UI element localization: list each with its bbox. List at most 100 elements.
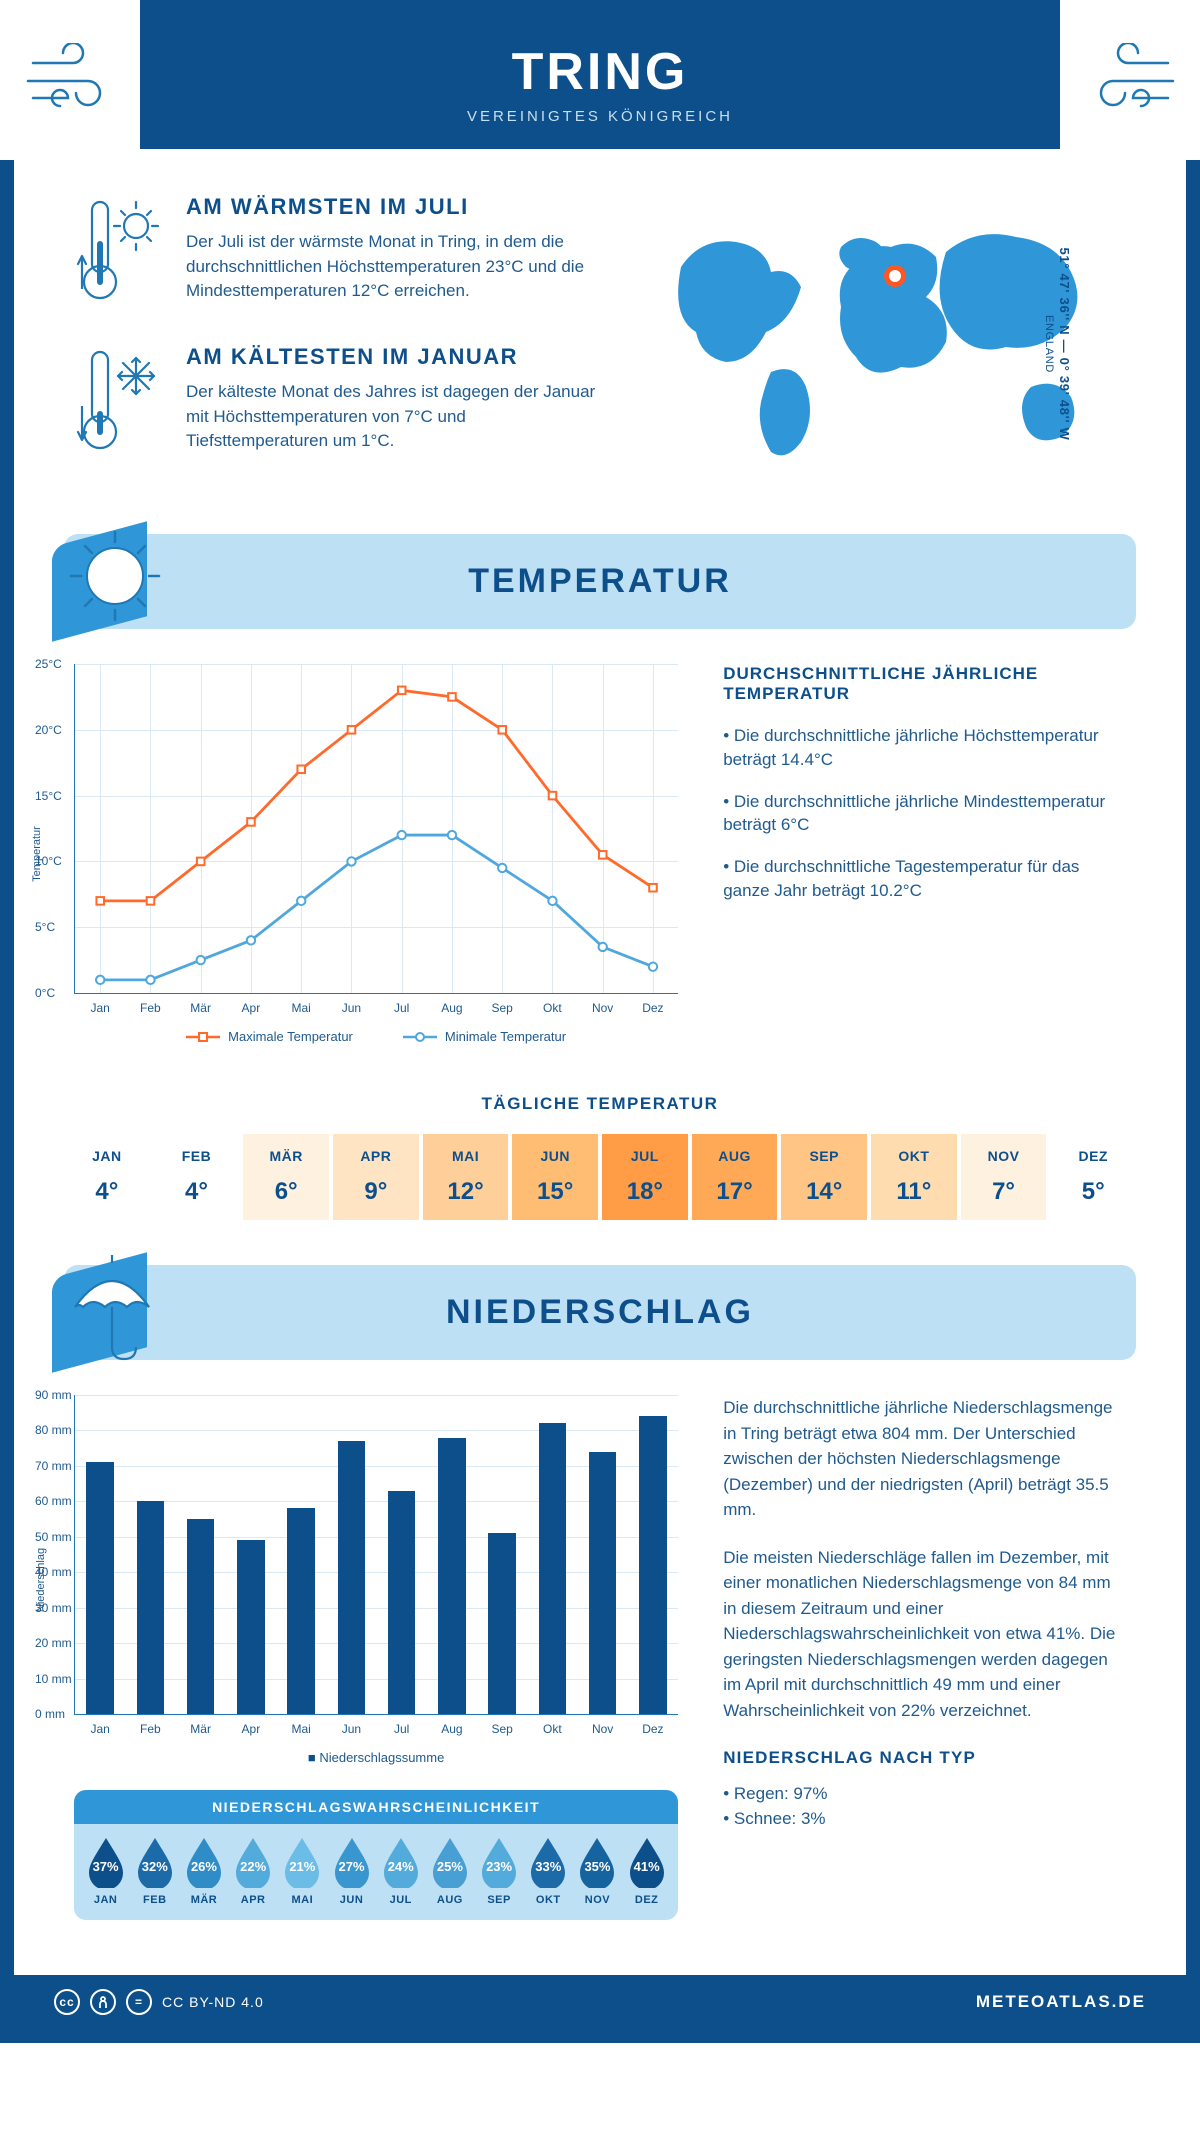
wind-icon-left — [0, 0, 140, 160]
precip-bar — [589, 1452, 617, 1714]
daily-temp-cell: AUG17° — [692, 1134, 778, 1220]
legend-min-temp: Minimale Temperatur — [403, 1029, 566, 1044]
prob-cell: 25% AUG — [426, 1836, 473, 1906]
thermometer-sun-icon — [74, 194, 164, 309]
daily-temp-cell: APR9° — [333, 1134, 419, 1220]
coldest-block: AM KÄLTESTEN IM JANUAR Der kälteste Mona… — [74, 344, 606, 459]
precip-bar — [488, 1533, 516, 1714]
prob-title: NIEDERSCHLAGSWAHRSCHEINLICHKEIT — [74, 1790, 678, 1824]
location-subtitle: VEREINIGTES KÖNIGREICH — [34, 108, 1166, 125]
sun-icon — [52, 514, 172, 654]
prob-cell: 21% MAI — [279, 1836, 326, 1906]
prob-cell: 24% JUL — [377, 1836, 424, 1906]
precip-chart: Niederschlag 0 mm10 mm20 mm30 mm40 mm50 … — [74, 1395, 678, 1765]
prob-cell: 37% JAN — [82, 1836, 129, 1906]
daily-temp-cell: DEZ5° — [1050, 1134, 1136, 1220]
precip-legend: Niederschlagssumme — [74, 1750, 678, 1765]
header: TRING VEREINIGTES KÖNIGREICH — [14, 14, 1186, 149]
raindrop-icon: 27% — [331, 1836, 373, 1888]
coldest-title: AM KÄLTESTEN IM JANUAR — [186, 344, 606, 370]
legend-max-temp: Maximale Temperatur — [186, 1029, 353, 1044]
temp-info-bullet: • Die durchschnittliche Tagestemperatur … — [723, 855, 1126, 903]
daily-temp-cell: OKT11° — [871, 1134, 957, 1220]
location-title: TRING — [34, 42, 1166, 102]
raindrop-icon: 33% — [527, 1836, 569, 1888]
daily-temp-cell: JUN15° — [512, 1134, 598, 1220]
cc-nd-icon: = — [126, 1989, 152, 2015]
daily-temp-cell: SEP14° — [781, 1134, 867, 1220]
footer: cc = CC BY-ND 4.0 METEOATLAS.DE — [14, 1975, 1186, 2029]
precip-bar — [539, 1423, 567, 1714]
cc-by-icon — [90, 1989, 116, 2015]
intro-section: AM WÄRMSTEN IM JULI Der Juli ist der wär… — [14, 149, 1186, 524]
precip-title: NIEDERSCHLAG — [84, 1293, 1116, 1332]
prob-cell: 23% SEP — [476, 1836, 523, 1906]
precip-bar — [388, 1491, 416, 1714]
precip-type-bullet: • Regen: 97% — [723, 1781, 1126, 1807]
cc-icon: cc — [54, 1989, 80, 2015]
prob-cell: 41% DEZ — [623, 1836, 670, 1906]
temp-info-bullet: • Die durchschnittliche jährliche Höchst… — [723, 724, 1126, 772]
precip-text-column: Die durchschnittliche jährliche Niedersc… — [723, 1395, 1126, 1920]
precip-bar — [187, 1519, 215, 1714]
umbrella-icon — [52, 1245, 172, 1385]
daily-temp-cell: JAN4° — [64, 1134, 150, 1220]
raindrop-icon: 26% — [183, 1836, 225, 1888]
precip-bar — [137, 1501, 165, 1714]
daily-temp-cell: NOV7° — [961, 1134, 1047, 1220]
daily-temp-cell: FEB4° — [154, 1134, 240, 1220]
wind-icon-right — [1060, 0, 1200, 160]
warmest-title: AM WÄRMSTEN IM JULI — [186, 194, 606, 220]
prob-cell: 33% OKT — [525, 1836, 572, 1906]
thermometer-snow-icon — [74, 344, 164, 459]
location-marker-icon — [884, 265, 906, 287]
license-text: CC BY-ND 4.0 — [162, 1994, 264, 2010]
infographic-frame: TRING VEREINIGTES KÖNIGREICH — [0, 0, 1200, 2043]
temp-info-title: DURCHSCHNITTLICHE JÄHRLICHE TEMPERATUR — [723, 664, 1126, 704]
coordinates-label: 51° 47' 36'' N — 0° 39' 48'' W ENGLAND — [1043, 247, 1072, 440]
daily-temp-cell: JUL18° — [602, 1134, 688, 1220]
precip-probability-box: NIEDERSCHLAGSWAHRSCHEINLICHKEIT 37% JAN … — [74, 1790, 678, 1920]
intro-text-column: AM WÄRMSTEN IM JULI Der Juli ist der wär… — [74, 194, 606, 494]
precip-bar — [287, 1508, 315, 1714]
prob-cell: 26% MÄR — [180, 1836, 227, 1906]
prob-strip: 37% JAN 32% FEB 26% MÄR 22% APR 21% MAI — [74, 1824, 678, 1910]
raindrop-icon: 22% — [232, 1836, 274, 1888]
precip-bar — [338, 1441, 366, 1714]
daily-temp-cell: MÄR6° — [243, 1134, 329, 1220]
precip-paragraph: Die meisten Niederschläge fallen im Deze… — [723, 1545, 1126, 1724]
temperature-info: DURCHSCHNITTLICHE JÄHRLICHE TEMPERATUR •… — [723, 664, 1126, 1044]
raindrop-icon: 25% — [429, 1836, 471, 1888]
raindrop-icon: 32% — [134, 1836, 176, 1888]
raindrop-icon: 41% — [626, 1836, 668, 1888]
coldest-body: Der kälteste Monat des Jahres ist dagege… — [186, 380, 606, 454]
temperature-title: TEMPERATUR — [84, 562, 1116, 601]
warmest-block: AM WÄRMSTEN IM JULI Der Juli ist der wär… — [74, 194, 606, 309]
license-block: cc = CC BY-ND 4.0 — [54, 1989, 264, 2015]
precip-section: Niederschlag 0 mm10 mm20 mm30 mm40 mm50 … — [14, 1395, 1186, 1935]
precip-banner: NIEDERSCHLAG — [64, 1265, 1136, 1360]
precip-bar — [438, 1438, 466, 1714]
precip-bar — [639, 1416, 667, 1714]
prob-cell: 32% FEB — [131, 1836, 178, 1906]
temp-chart-legend: Maximale Temperatur Minimale Temperatur — [74, 1029, 678, 1044]
precip-bar — [86, 1462, 114, 1714]
daily-temp-strip: JAN4°FEB4°MÄR6°APR9°MAI12°JUN15°JUL18°AU… — [64, 1134, 1136, 1220]
prob-cell: 35% NOV — [574, 1836, 621, 1906]
daily-temp-cell: MAI12° — [423, 1134, 509, 1220]
raindrop-icon: 35% — [576, 1836, 618, 1888]
precip-type-bullet: • Schnee: 3% — [723, 1806, 1126, 1832]
temp-info-bullet: • Die durchschnittliche jährliche Mindes… — [723, 790, 1126, 838]
temperature-section: Temperatur 0°C5°C10°C15°C20°C25°CJanFebM… — [14, 664, 1186, 1069]
site-name: METEOATLAS.DE — [976, 1992, 1146, 2012]
temperature-chart: Temperatur 0°C5°C10°C15°C20°C25°CJanFebM… — [74, 664, 678, 1044]
temperature-banner: TEMPERATUR — [64, 534, 1136, 629]
raindrop-icon: 24% — [380, 1836, 422, 1888]
world-map-box: 51° 47' 36'' N — 0° 39' 48'' W ENGLAND — [636, 194, 1126, 494]
precip-type-title: NIEDERSCHLAG NACH TYP — [723, 1745, 1126, 1771]
raindrop-icon: 23% — [478, 1836, 520, 1888]
precip-paragraph: Die durchschnittliche jährliche Niedersc… — [723, 1395, 1126, 1523]
daily-temp-title: TÄGLICHE TEMPERATUR — [14, 1094, 1186, 1114]
precip-bar — [237, 1540, 265, 1714]
prob-cell: 27% JUN — [328, 1836, 375, 1906]
